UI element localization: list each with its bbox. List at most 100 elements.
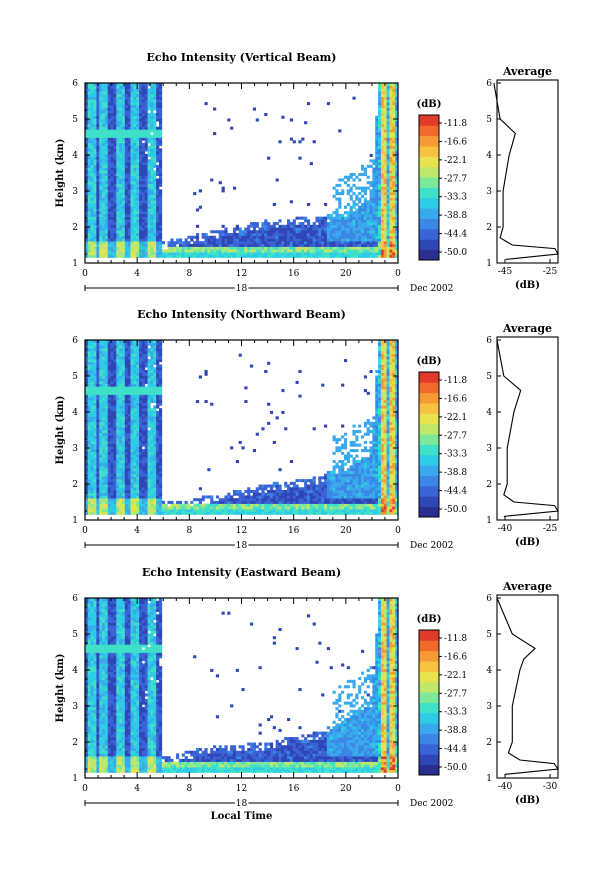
heatmap-cell: [156, 254, 160, 258]
heatmap-cell: [121, 162, 126, 166]
heatmap-cell: [87, 167, 91, 171]
heatmap-cell: [90, 359, 94, 363]
heatmap-cell: [85, 208, 89, 212]
heatmap-cell: [119, 443, 123, 447]
heatmap-cell: [96, 487, 100, 491]
heatmap-cell: [113, 419, 117, 423]
heatmap-cell: [158, 153, 163, 157]
heatmap-cell: [232, 241, 237, 245]
heatmap-cell: [93, 121, 97, 125]
heatmap-cell: [269, 227, 274, 231]
heatmap-cell: [121, 104, 126, 108]
heatmap-cell: [326, 213, 331, 217]
heatmap-cell: [85, 413, 89, 417]
colorbar-swatch: [419, 228, 439, 240]
heatmap-cell: [119, 345, 123, 349]
heatmap-cell: [309, 241, 313, 245]
heatmap-cell: [102, 402, 106, 406]
heatmap-cell: [93, 243, 97, 247]
heatmap-cell: [144, 118, 148, 122]
heatmap-cell: [102, 394, 106, 398]
heatmap-cell: [124, 460, 128, 464]
heatmap-cell: [93, 85, 97, 89]
heatmap-cell: [252, 241, 257, 245]
heatmap-cell: [150, 96, 154, 100]
heatmap-cell: [366, 203, 370, 207]
heatmap-cell: [264, 222, 268, 226]
heatmap-cell: [210, 252, 214, 256]
heatmap-cell: [119, 427, 123, 431]
heatmap-cell: [124, 227, 128, 231]
heatmap-cell: [176, 238, 180, 242]
heatmap-cell: [124, 375, 128, 379]
heatmap-cell: [141, 511, 146, 515]
heatmap-cell: [110, 183, 114, 187]
heatmap-cell: [102, 170, 106, 174]
heatmap-cell: [389, 145, 393, 149]
heatmap-cell: [235, 249, 239, 253]
heatmap-cell: [102, 134, 106, 138]
heatmap-cell: [113, 468, 117, 472]
heatmap-cell: [358, 227, 362, 231]
heatmap-cell: [87, 143, 91, 147]
heatmap-cell: [102, 506, 106, 510]
heatmap-cell: [380, 254, 385, 258]
heatmap-cell: [190, 252, 194, 256]
heatmap-cell: [230, 235, 234, 239]
heatmap-cell: [147, 370, 151, 374]
heatmap-cell: [113, 345, 117, 349]
heatmap-cell: [124, 192, 128, 196]
heatmap-cell: [133, 222, 137, 226]
heatmap-cell: [139, 378, 143, 382]
heatmap-cell: [153, 200, 157, 204]
heatmap-cell: [153, 134, 157, 138]
heatmap-cell: [87, 85, 91, 89]
heatmap-cell: [99, 405, 103, 409]
heatmap-cell: [158, 216, 163, 220]
heatmap-cell: [113, 126, 117, 130]
heatmap-cell: [93, 495, 97, 499]
heatmap-cell: [113, 205, 117, 209]
heatmap-cell: [121, 233, 126, 237]
heatmap-cell: [90, 481, 94, 485]
heatmap-cell: [127, 159, 131, 163]
heatmap-cell: [349, 216, 353, 220]
heatmap-cell: [93, 378, 97, 382]
heatmap-cell: [281, 254, 285, 258]
heatmap-cell: [110, 340, 114, 344]
heatmap-cell: [335, 222, 339, 226]
heatmap-cell: [136, 440, 140, 444]
heatmap-cell: [144, 413, 148, 417]
heatmap-cell: [275, 241, 279, 245]
heatmap-cell: [292, 230, 296, 234]
heatmap-cell: [93, 104, 97, 108]
heatmap-cell: [153, 153, 157, 157]
heatmap-cell: [355, 208, 359, 212]
heatmap-cell: [386, 126, 390, 130]
heatmap-cell: [383, 118, 387, 122]
heatmap-cell: [87, 107, 91, 111]
heatmap-cell: [389, 121, 393, 125]
heatmap-cell: [304, 230, 308, 234]
heatmap-cell: [93, 200, 97, 204]
heatmap-cell: [349, 230, 353, 234]
heatmap-cell: [85, 394, 89, 398]
heatmap-cell: [383, 197, 387, 201]
heatmap-cell: [156, 205, 160, 209]
heatmap-cell: [113, 164, 117, 168]
heatmap-cell: [130, 252, 134, 256]
heatmap-cell: [247, 252, 251, 256]
heatmap-cell: [378, 167, 382, 171]
heatmap-cell: [107, 189, 111, 193]
heatmap-cell: [278, 140, 282, 144]
heatmap-cell: [332, 224, 336, 228]
heatmap-cell: [147, 159, 151, 163]
heatmap-cell: [343, 233, 348, 237]
heatmap-cell: [99, 359, 103, 363]
heatmap-cell: [361, 224, 365, 228]
heatmap-cell: [127, 432, 131, 436]
heatmap-cell: [119, 238, 123, 242]
heatmap-cell: [153, 197, 157, 201]
heatmap-cell: [110, 500, 114, 504]
heatmap-cell: [144, 421, 148, 425]
